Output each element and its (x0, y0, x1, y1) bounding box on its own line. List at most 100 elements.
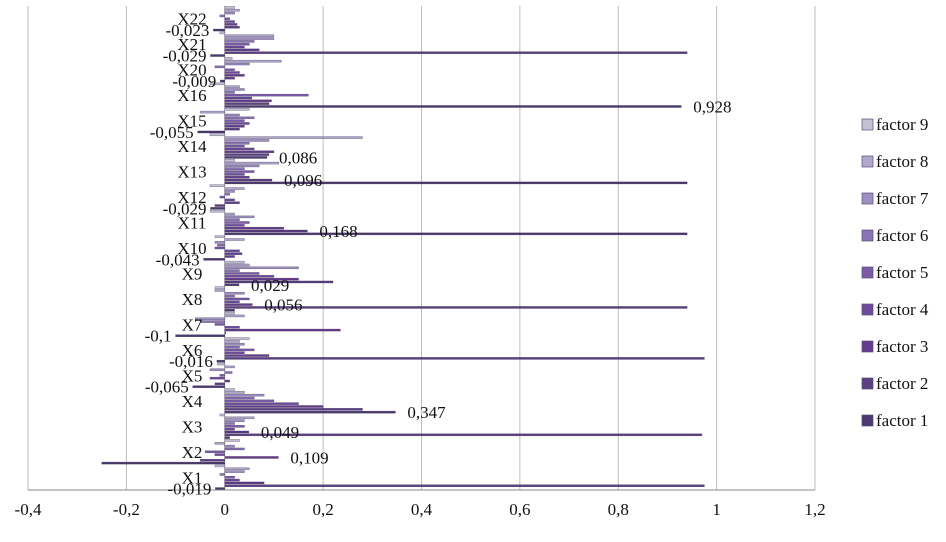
x-tick-label: -0,2 (113, 500, 140, 519)
legend-label: factor 5 (876, 263, 928, 282)
bar-x2-factor-1 (101, 461, 225, 465)
bar-x14-factor-9 (209, 133, 225, 137)
bar-x4-factor-9 (224, 388, 235, 391)
data-label: 0,347 (407, 403, 446, 422)
category-label: X14 (177, 137, 207, 156)
data-label: -0,029 (163, 47, 207, 66)
bar-x14-factor-4 (224, 147, 255, 151)
bar-x12-factor-1 (210, 207, 226, 210)
bar-x3-factor-3 (224, 430, 250, 434)
legend-label: factor 6 (876, 226, 928, 245)
bar-x10-factor-7 (214, 241, 226, 244)
bar-x15-factor-5 (224, 119, 245, 122)
data-label: -0,043 (156, 250, 200, 269)
bar-x14-factor-7 (224, 139, 270, 142)
bar-x1-factor-5 (224, 475, 235, 479)
bar-x7-factor-8 (224, 314, 245, 318)
bar-x10-factor-4 (224, 249, 240, 253)
bar-x5-factor-4 (209, 376, 225, 380)
bar-x10-factor-3 (224, 252, 243, 255)
bar-x22-factor-2 (224, 25, 240, 29)
bar-x21-factor-4 (224, 45, 245, 49)
bar-x13-factor-3 (224, 175, 250, 179)
bar-x8-factor-3 (224, 303, 253, 306)
bar-x14-factor-6 (224, 142, 250, 145)
bar-x11-factor-7 (224, 215, 255, 219)
bar-x1-factor-9 (214, 464, 226, 468)
bar-x4-factor-4 (224, 402, 299, 405)
legend-label: factor 7 (876, 189, 929, 208)
legend-label: factor 3 (876, 337, 928, 356)
bar-x12-factor-2 (214, 204, 226, 207)
data-label: -0,023 (166, 21, 210, 40)
bar-x10-factor-1 (203, 258, 226, 261)
bar-x16-factor-8 (224, 85, 240, 88)
bar-x22-factor-4 (224, 20, 235, 23)
bar-x9-factor-7 (224, 266, 299, 270)
category-label: X9 (182, 264, 203, 283)
bar-x22-factor-1 (213, 28, 225, 32)
bar-x22-factor-9 (224, 6, 235, 9)
bar-x7-factor-7 (194, 317, 226, 321)
bar-x13-factor-1 (224, 181, 688, 185)
bar-x9-factor-5 (224, 272, 260, 275)
bar-x21-factor-9 (219, 31, 226, 35)
bar-x10-factor-6 (217, 243, 225, 247)
bar-x3-factor-6 (224, 422, 235, 425)
bar-x14-factor-3 (224, 150, 275, 154)
bar-x8-factor-7 (224, 292, 245, 295)
bar-x12-factor-8 (224, 187, 245, 190)
bar-x7-factor-2 (224, 331, 226, 335)
category-label: X11 (178, 214, 207, 233)
data-label: 0,109 (290, 448, 328, 467)
bar-x8-factor-8 (214, 289, 226, 292)
bar-x12-factor-5 (219, 195, 226, 199)
x-tick-label: 0 (221, 500, 230, 519)
data-label: -0,029 (163, 199, 207, 218)
bar-x2-factor-5 (204, 450, 225, 454)
legend-label: factor 9 (876, 115, 928, 134)
bar-x5-factor-8 (224, 365, 235, 369)
category-label: X21 (177, 35, 206, 54)
bar-x22-factor-7 (224, 11, 235, 15)
bar-x2-factor-3 (224, 456, 279, 459)
bar-x3-factor-1 (224, 436, 230, 439)
bar-x5-factor-1 (192, 385, 225, 388)
bar-series (101, 6, 705, 490)
category-labels: X1 X2 X3 X4 X5 X6 X7 X8 X9 X10 X11 X12 X13 X14 X15 X16 X… (177, 10, 207, 488)
category-label: X7 (182, 315, 203, 334)
bar-x11-factor-3 (224, 226, 285, 230)
bar-x11-factor-2 (224, 229, 308, 233)
legend-swatch (861, 155, 874, 168)
data-labels: -0,019 0,109 0,049 0,347 -0,065 -0,016 -0,1 0,0… (145, 21, 732, 499)
bar-x20-factor-7 (224, 62, 250, 66)
bar-x15-factor-6 (224, 116, 255, 120)
bar-x21-factor-8 (224, 34, 275, 37)
data-label: 0,096 (284, 171, 322, 190)
category-label: X4 (182, 392, 203, 411)
bar-x20-factor-6 (214, 65, 226, 69)
bar-x2-factor-6 (224, 447, 245, 451)
bar-x22-factor-5 (224, 17, 230, 21)
bar-x6-factor-7 (224, 342, 245, 346)
bar-x10-factor-5 (214, 246, 226, 250)
bar-x6-factor-8 (224, 340, 240, 343)
bar-x4-factor-1 (224, 410, 396, 414)
category-label: X2 (182, 443, 203, 462)
data-label: 0,086 (279, 148, 317, 167)
bar-x4-factor-7 (224, 393, 265, 397)
data-label: -0,065 (145, 378, 189, 397)
legend-swatch (861, 266, 874, 279)
bar-x7-factor-5 (214, 323, 226, 326)
x-tick-label: 1,2 (804, 500, 825, 519)
data-label: 0,056 (264, 296, 302, 315)
bar-x5-factor-2 (214, 382, 226, 386)
bar-x6-factor-2 (224, 357, 705, 360)
bar-x9-factor-1 (224, 283, 240, 287)
legend-label: factor 4 (876, 300, 929, 319)
bar-x12-factor-3 (224, 201, 240, 204)
bar-x16-factor-7 (224, 88, 245, 91)
bar-x16-factor-1 (224, 105, 682, 108)
legend-swatch (861, 377, 874, 390)
x-tick-label: 0,8 (608, 500, 629, 519)
